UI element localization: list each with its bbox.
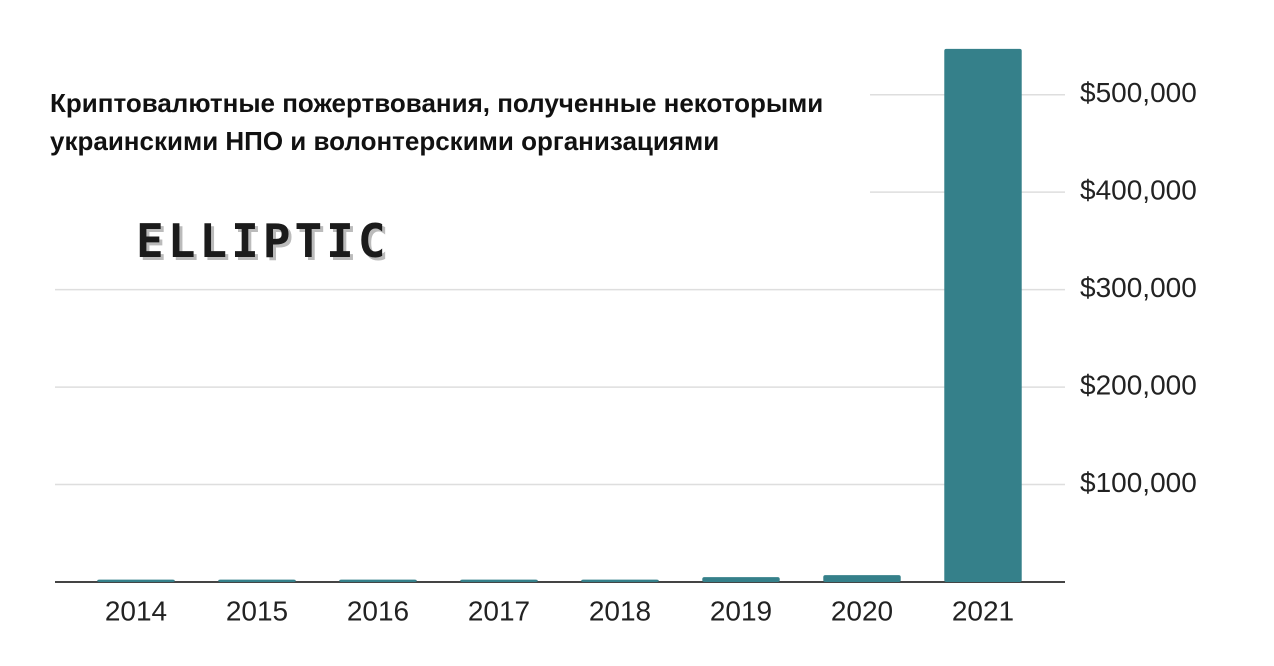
bar <box>218 579 296 582</box>
x-tick-label: 2021 <box>952 595 1014 626</box>
chart-title: Криптовалютные пожертвования, полученные… <box>50 88 824 156</box>
bar <box>823 575 901 582</box>
y-tick-label: $400,000 <box>1080 175 1197 206</box>
x-tick-label: 2017 <box>468 595 530 626</box>
logo: ELLIPTIC <box>136 214 390 268</box>
bar <box>581 579 659 582</box>
bar <box>702 577 780 582</box>
title-backdrop <box>0 60 870 210</box>
x-tick-label: 2015 <box>226 595 288 626</box>
y-tick-label: $200,000 <box>1080 369 1197 400</box>
bar <box>97 579 175 582</box>
y-tick-label: $100,000 <box>1080 467 1197 498</box>
bar <box>460 579 538 582</box>
x-tick-label: 2014 <box>105 595 167 626</box>
x-tick-label: 2018 <box>589 595 651 626</box>
x-tick-label: 2020 <box>831 595 893 626</box>
bar <box>339 579 417 582</box>
x-tick-label: 2016 <box>347 595 409 626</box>
x-tick-label: 2019 <box>710 595 772 626</box>
y-tick-label: $500,000 <box>1080 77 1197 108</box>
bar <box>944 48 1022 582</box>
y-tick-label: $300,000 <box>1080 272 1197 303</box>
